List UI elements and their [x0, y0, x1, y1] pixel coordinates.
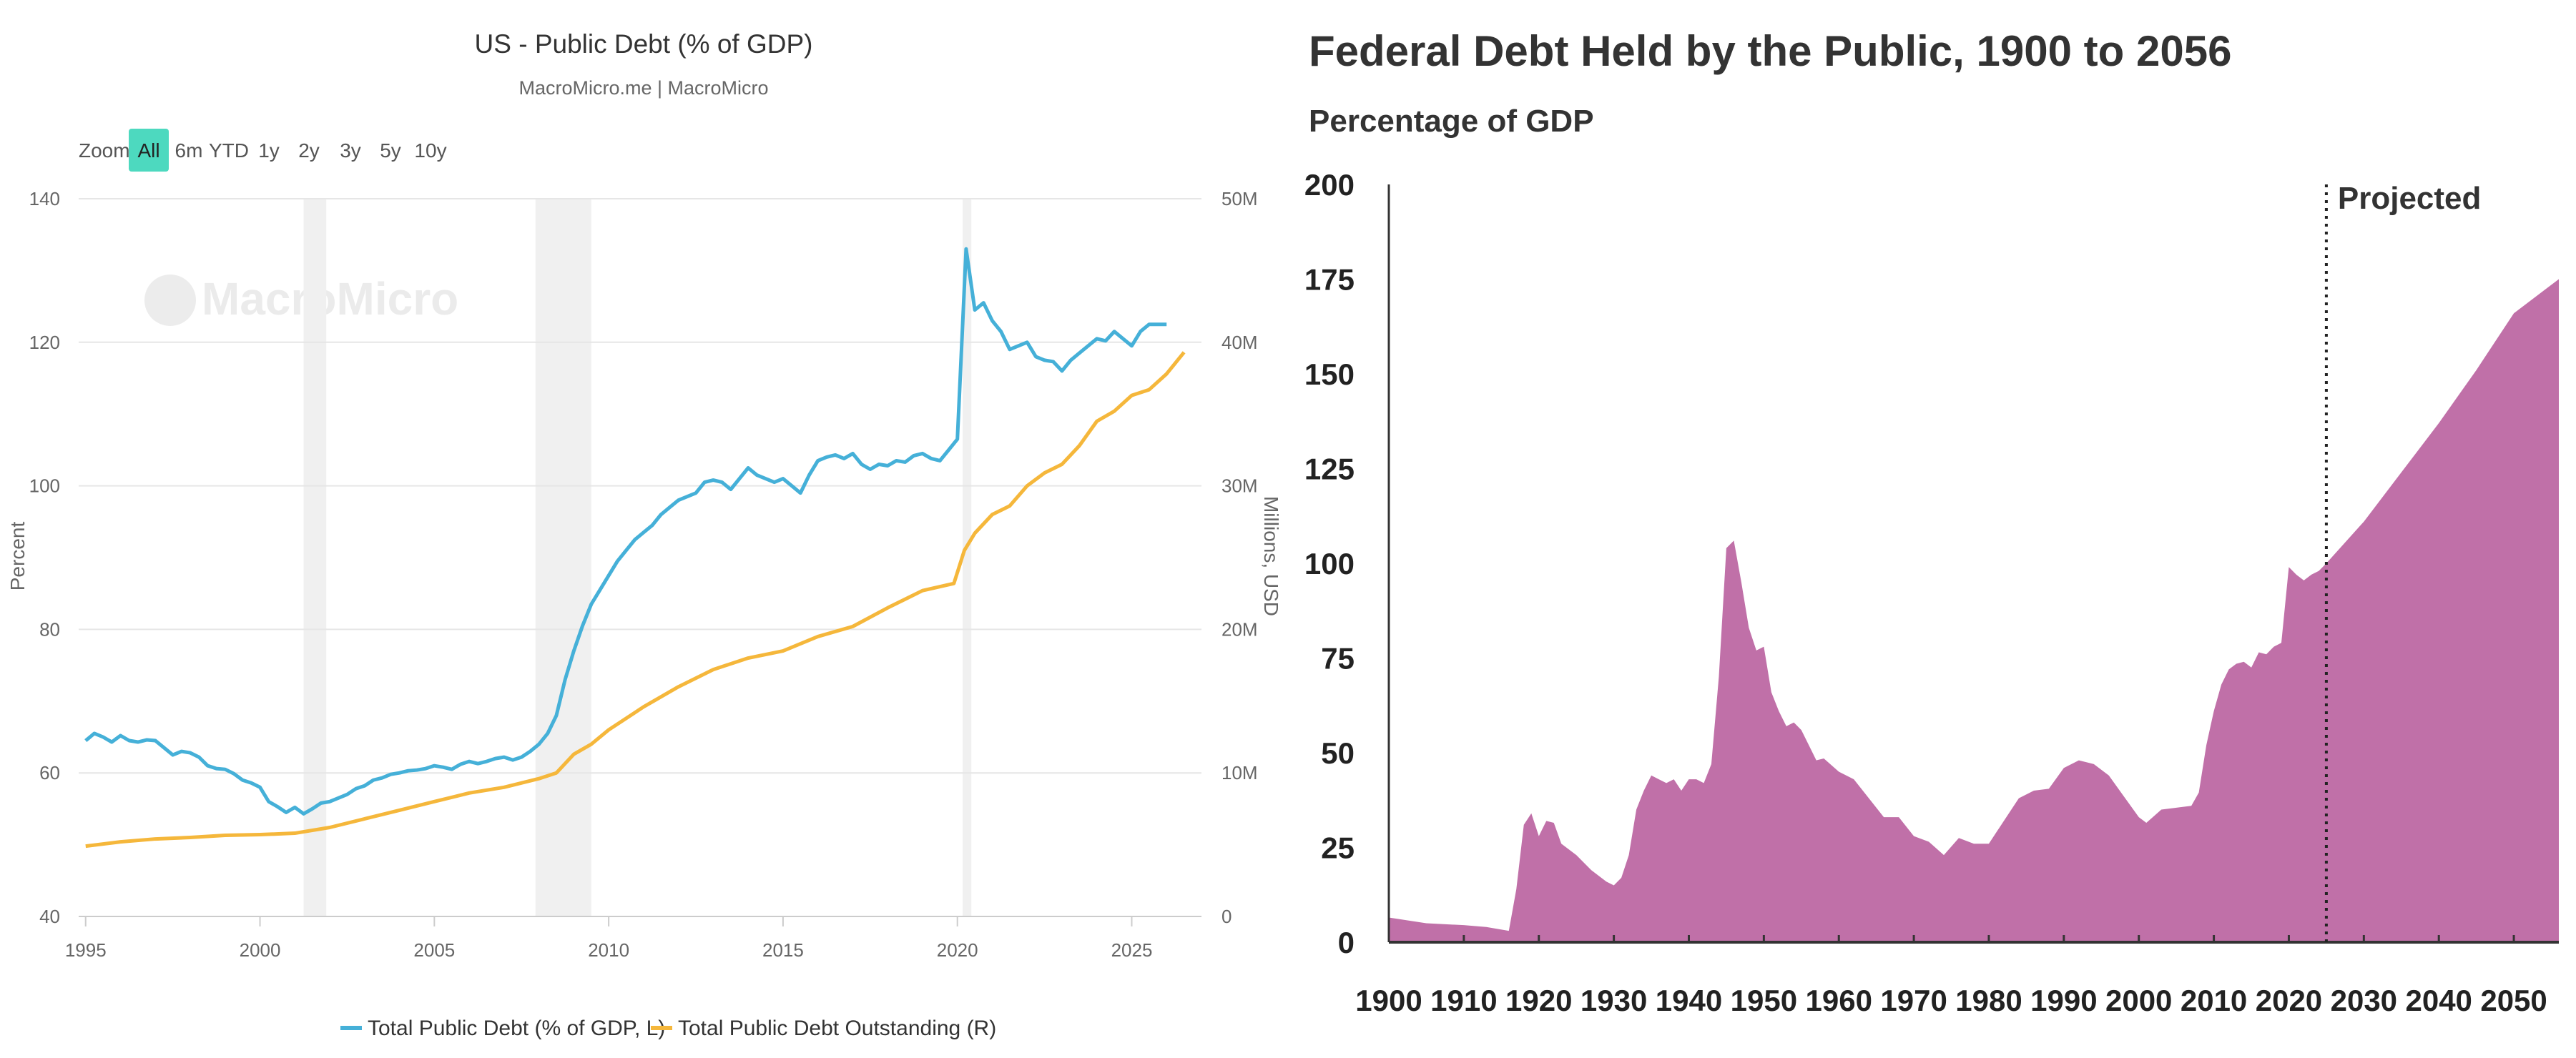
x-tick-label: 1995	[65, 939, 107, 961]
right-chart-subtitle: Percentage of GDP	[1309, 104, 1594, 139]
recession-band	[963, 199, 972, 916]
zoom-button-2y[interactable]: 2y	[298, 139, 320, 162]
watermark-logo-icon	[144, 275, 196, 326]
zoom-button-10y[interactable]: 10y	[414, 139, 446, 162]
left-chart-title: US - Public Debt (% of GDP)	[475, 29, 813, 59]
x-tick-label: 1950	[1731, 984, 1797, 1017]
left-chart-subtitle: MacroMicro.me | MacroMicro	[518, 77, 768, 99]
legend-label-debt-pct-gdp[interactable]: Total Public Debt (% of GDP, L)	[368, 1017, 665, 1040]
y-tick-label: 75	[1321, 642, 1355, 676]
y-tick-label: 100	[29, 475, 60, 497]
x-tick-label: 2010	[2181, 984, 2247, 1017]
x-tick-label: 1980	[1955, 984, 2022, 1017]
zoom-buttons: All 6m YTD 1y 2y 3y 5y 10y	[129, 129, 447, 172]
y2-tick-label: 10M	[1221, 762, 1258, 783]
zoom-button-ytd[interactable]: YTD	[209, 139, 249, 162]
y-tick-label: 25	[1321, 831, 1355, 865]
x-tick-label: 1940	[1656, 984, 1722, 1017]
x-tick-label: 2020	[937, 939, 978, 961]
y2-tick-label: 0	[1221, 906, 1232, 927]
y2-tick-label: 40M	[1221, 332, 1258, 353]
recession-band	[535, 199, 591, 916]
x-tick-label: 2040	[2405, 984, 2472, 1017]
y-tick-label: 100	[1304, 547, 1355, 580]
y-tick-label: 60	[39, 762, 60, 783]
watermark-text: MacroMicro	[202, 273, 458, 325]
left-y-tick-labels: 40 60 80 100 120 140	[29, 188, 60, 927]
series-line-debt-outstanding	[85, 351, 1186, 849]
right-chart-y-tick-labels: 0 25 50 75 100 125 150 175 200	[1304, 168, 1355, 959]
left-y-axis-label: Percent	[6, 522, 29, 591]
y-tick-label: 140	[29, 188, 60, 209]
x-tick-label: 2005	[413, 939, 455, 961]
x-tick-label: 2020	[2256, 984, 2322, 1017]
y-tick-label: 120	[29, 332, 60, 353]
y-tick-label: 150	[1304, 357, 1355, 391]
recession-bands	[303, 199, 972, 916]
x-tick-label: 2050	[2480, 984, 2547, 1017]
x-tick-label: 2010	[588, 939, 629, 961]
left-gridlines	[79, 198, 1201, 917]
right-y-axis-label: Millions, USD	[1260, 496, 1282, 616]
y2-tick-label: 30M	[1221, 475, 1258, 497]
recession-band	[303, 199, 327, 916]
y-tick-label: 200	[1304, 168, 1355, 202]
right-chart-panel: Federal Debt Held by the Public, 1900 to…	[1287, 0, 2576, 1058]
x-tick-label: 1990	[2030, 984, 2097, 1017]
zoom-button-5y[interactable]: 5y	[380, 139, 401, 162]
x-tick-label: 1960	[1806, 984, 1872, 1017]
right-chart-x-tick-labels: 1900 1910 1920 1930 1940 1950 1960 1970 1980 1990…	[1355, 935, 2547, 1017]
right-y-tick-labels: 0 10M 20M 30M 40M 50M	[1221, 188, 1258, 927]
zoom-button-all[interactable]: All	[137, 139, 159, 162]
right-chart-title: Federal Debt Held by the Public, 1900 to…	[1309, 27, 2231, 75]
x-tick-label: 2000	[240, 939, 281, 961]
legend: Total Public Debt (% of GDP, L) Total Pu…	[340, 1017, 996, 1040]
y-tick-label: 50	[1321, 736, 1355, 770]
projected-annotation: Projected	[2338, 181, 2482, 216]
federal-debt-chart: Federal Debt Held by the Public, 1900 to…	[1304, 27, 2559, 1017]
series-line-debt-pct-gdp	[84, 247, 1167, 816]
y-tick-label: 175	[1304, 263, 1355, 297]
y-tick-label: 0	[1338, 926, 1355, 959]
y-tick-label: 40	[39, 906, 60, 927]
zoom-button-3y[interactable]: 3y	[340, 139, 361, 162]
x-tick-label: 1920	[1505, 984, 1572, 1017]
x-tick-label: 2030	[2331, 984, 2397, 1017]
x-tick-label: 2015	[762, 939, 804, 961]
public-debt-chart: US - Public Debt (% of GDP) MacroMicro.m…	[6, 29, 1282, 1040]
x-tick-label: 1930	[1580, 984, 1647, 1017]
zoom-button-bg-all[interactable]	[129, 129, 169, 172]
y-tick-label: 125	[1304, 453, 1355, 486]
x-tick-label: 1910	[1430, 984, 1497, 1017]
zoom-button-1y[interactable]: 1y	[258, 139, 280, 162]
left-x-tick-labels: 1995 2000 2005 2010 2015 2020 2025	[65, 916, 1153, 961]
y2-tick-label: 20M	[1221, 618, 1258, 640]
y2-tick-label: 50M	[1221, 188, 1258, 209]
y-tick-label: 80	[39, 618, 60, 640]
x-tick-label: 2025	[1111, 939, 1153, 961]
x-tick-label: 1970	[1880, 984, 1947, 1017]
x-tick-label: 1900	[1355, 984, 1422, 1017]
zoom-button-6m[interactable]: 6m	[175, 139, 203, 162]
x-tick-label: 2000	[2105, 984, 2172, 1017]
left-chart-panel: US - Public Debt (% of GDP) MacroMicro.m…	[0, 0, 1287, 1058]
zoom-label: Zoom	[79, 139, 130, 162]
debt-area	[1389, 279, 2559, 942]
legend-label-debt-outstanding[interactable]: Total Public Debt Outstanding (R)	[678, 1017, 996, 1040]
